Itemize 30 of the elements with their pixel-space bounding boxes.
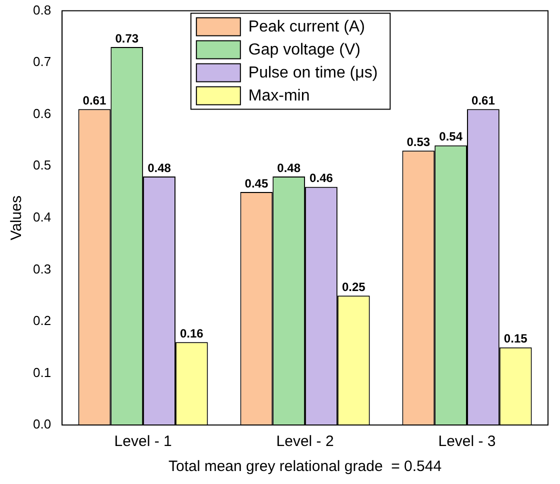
data-label: 0.61 [472, 93, 496, 108]
data-label: 0.61 [82, 93, 106, 108]
data-label: 0.46 [310, 171, 334, 186]
x-tick-label: Level - 3 [438, 433, 496, 450]
data-label: 0.15 [504, 332, 528, 346]
data-label: 0.73 [115, 31, 139, 46]
data-label: 0.45 [244, 176, 268, 190]
y-tick-label: 0.7 [32, 54, 52, 70]
legend-label: Max-min [248, 88, 310, 105]
y-axis-title: Values [8, 196, 26, 240]
y-tick-label: 0.1 [32, 364, 52, 380]
x-tick-label: Level - 2 [276, 433, 334, 450]
y-tick-label: 0.8 [32, 2, 52, 18]
y-tick-label: 0.2 [32, 313, 52, 328]
x-tick-label: Level - 1 [114, 433, 172, 450]
data-label: 0.48 [148, 160, 172, 175]
y-tick-label: 0.3 [32, 261, 52, 276]
y-tick-label: 0.6 [32, 106, 52, 121]
data-label: 0.25 [342, 280, 366, 294]
y-tick-label: 0.5 [32, 158, 52, 173]
y-tick-label: 0.0 [32, 416, 52, 432]
data-label: 0.54 [439, 130, 463, 144]
data-label: 0.48 [277, 160, 301, 175]
legend-label: Peak current (A) [248, 18, 365, 36]
legend-label: Pulse on time (μs) [248, 64, 378, 82]
legend-label: Gap voltage (V) [248, 42, 360, 59]
x-axis-title: Total mean grey relational grade = 0.544 [168, 458, 442, 476]
y-tick-label: 0.4 [32, 209, 52, 224]
data-label: 0.16 [180, 326, 204, 340]
data-label: 0.53 [406, 134, 430, 149]
